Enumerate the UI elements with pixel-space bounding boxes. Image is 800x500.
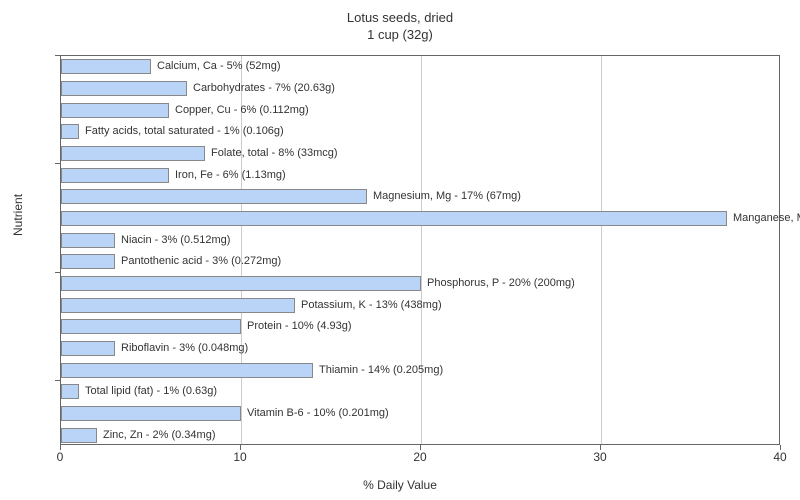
bar-label: Riboflavin - 3% (0.048mg) (115, 341, 248, 356)
bar-label: Protein - 10% (4.93g) (241, 319, 352, 334)
chart-container: Lotus seeds, dried 1 cup (32g) Calcium, … (0, 0, 800, 500)
bar (61, 211, 727, 226)
bar-label: Folate, total - 8% (33mcg) (205, 146, 338, 161)
x-tick-label: 0 (57, 450, 64, 464)
bar-label: Zinc, Zn - 2% (0.34mg) (97, 428, 215, 443)
bar-label: Iron, Fe - 6% (1.13mg) (169, 168, 286, 183)
bar (61, 146, 205, 161)
bar (61, 254, 115, 269)
chart-title: Lotus seeds, dried 1 cup (32g) (0, 0, 800, 44)
bar (61, 363, 313, 378)
bar-label: Pantothenic acid - 3% (0.272mg) (115, 254, 281, 269)
y-axis-label: Nutrient (11, 194, 25, 236)
bar-label: Potassium, K - 13% (438mg) (295, 298, 442, 313)
bar (61, 233, 115, 248)
bar-label: Phosphorus, P - 20% (200mg) (421, 276, 575, 291)
bar-label: Magnesium, Mg - 17% (67mg) (367, 189, 521, 204)
bar (61, 276, 421, 291)
bar (61, 124, 79, 139)
bar (61, 406, 241, 421)
x-axis-label: % Daily Value (363, 478, 437, 492)
bar (61, 81, 187, 96)
bar-label: Manganese, Mn - 37% (0.742mg) (727, 211, 800, 226)
bar (61, 428, 97, 443)
bar (61, 103, 169, 118)
bar-label: Vitamin B-6 - 10% (0.201mg) (241, 406, 389, 421)
y-tick (55, 55, 60, 56)
bar (61, 384, 79, 399)
bar (61, 168, 169, 183)
bar-label: Calcium, Ca - 5% (52mg) (151, 59, 280, 74)
gridline (601, 56, 602, 444)
bar-label: Total lipid (fat) - 1% (0.63g) (79, 384, 217, 399)
plot-area: Calcium, Ca - 5% (52mg) Carbohydrates - 7… (60, 55, 780, 445)
title-line-1: Lotus seeds, dried (347, 10, 453, 25)
bar (61, 319, 241, 334)
title-line-2: 1 cup (32g) (367, 27, 433, 42)
bar-label: Fatty acids, total saturated - 1% (0.106… (79, 124, 284, 139)
y-tick (55, 272, 60, 273)
y-tick (55, 380, 60, 381)
x-tick-label: 20 (413, 450, 426, 464)
bar (61, 189, 367, 204)
x-tick-label: 30 (593, 450, 606, 464)
bar-label: Thiamin - 14% (0.205mg) (313, 363, 443, 378)
x-tick-label: 10 (233, 450, 246, 464)
y-tick (55, 163, 60, 164)
x-tick-label: 40 (773, 450, 786, 464)
bar-label: Copper, Cu - 6% (0.112mg) (169, 103, 309, 118)
bar (61, 59, 151, 74)
bar (61, 341, 115, 356)
gridline (421, 56, 422, 444)
bar-label: Niacin - 3% (0.512mg) (115, 233, 230, 248)
bar (61, 298, 295, 313)
bar-label: Carbohydrates - 7% (20.63g) (187, 81, 335, 96)
